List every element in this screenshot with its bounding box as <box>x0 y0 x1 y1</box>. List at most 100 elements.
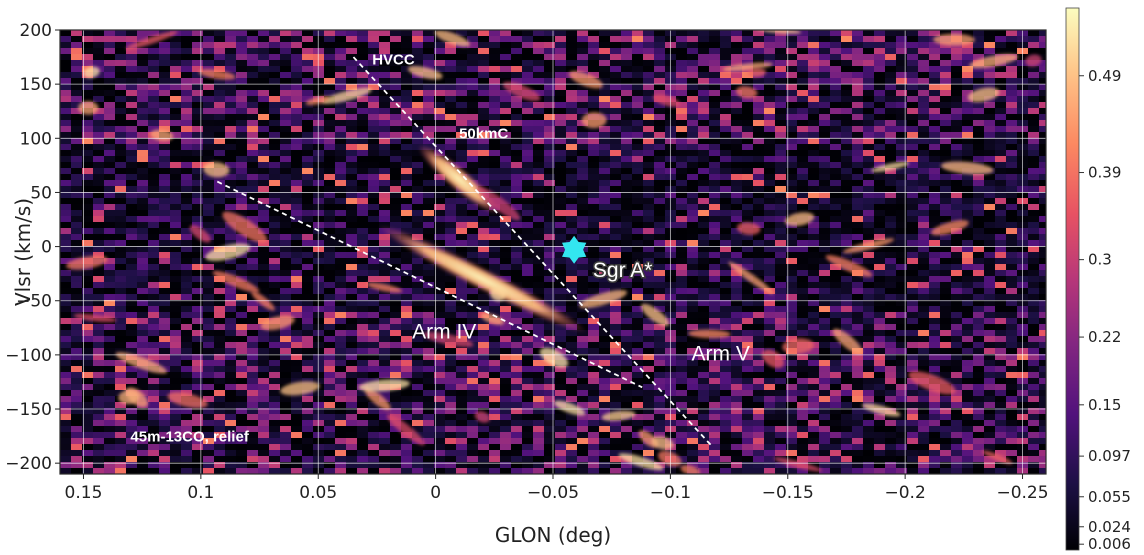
heatmap-cell <box>786 174 798 181</box>
heatmap-cell <box>918 132 930 139</box>
heatmap-cell <box>390 240 402 247</box>
heatmap-cell <box>885 192 897 199</box>
heatmap-cell <box>302 276 314 283</box>
heatmap-cell <box>533 102 545 109</box>
heatmap-cell <box>214 144 226 151</box>
heatmap-cell <box>940 132 952 139</box>
heatmap-cell <box>577 276 589 283</box>
heatmap-cell <box>291 306 303 313</box>
heatmap-cell <box>1017 204 1029 211</box>
heatmap-cell <box>599 240 611 247</box>
heatmap-cell <box>159 306 171 313</box>
heatmap-cell <box>709 150 721 157</box>
heatmap-cell <box>841 228 853 235</box>
heatmap-cell <box>104 30 116 37</box>
heatmap-cell <box>159 108 171 115</box>
heatmap-cell <box>335 306 347 313</box>
heatmap-cell <box>324 360 336 367</box>
heatmap-cell <box>775 264 787 271</box>
heatmap-cell <box>71 162 83 169</box>
heatmap-cell <box>1028 192 1040 199</box>
heatmap-cell <box>1039 294 1046 301</box>
heatmap-cell <box>302 204 314 211</box>
heatmap-cell <box>786 336 798 343</box>
heatmap-cell <box>632 246 644 253</box>
heatmap-cell <box>302 60 314 67</box>
heatmap-cell <box>335 330 347 337</box>
heatmap-cell <box>379 348 391 355</box>
heatmap-cell <box>192 114 204 121</box>
heatmap-cell <box>687 144 699 151</box>
heatmap-cell <box>423 138 435 145</box>
heatmap-cell <box>830 240 842 247</box>
heatmap-cell <box>610 36 622 43</box>
heatmap-cell <box>709 198 721 205</box>
heatmap-cell <box>764 210 776 217</box>
heatmap-cell <box>401 342 413 349</box>
heatmap-cell <box>896 168 908 175</box>
heatmap-cell <box>489 330 501 337</box>
heatmap-cell <box>181 150 193 157</box>
heatmap-cell <box>753 252 765 259</box>
heatmap-cell <box>181 168 193 175</box>
heatmap-cell <box>258 246 270 253</box>
heatmap-cell <box>786 60 798 67</box>
heatmap-cell <box>126 258 138 265</box>
heatmap-cell <box>709 102 721 109</box>
heatmap-cell <box>82 168 94 175</box>
heatmap-cell <box>555 174 567 181</box>
heatmap-cell <box>192 348 204 355</box>
heatmap-cell <box>643 108 655 115</box>
heatmap-cell <box>962 144 974 151</box>
heatmap-cell <box>335 150 347 157</box>
heatmap-cell <box>390 210 402 217</box>
heatmap-cell <box>379 66 391 73</box>
heatmap-cell <box>643 132 655 139</box>
heatmap-cell <box>368 48 380 55</box>
heatmap-cell <box>918 240 930 247</box>
heatmap-cell <box>236 336 248 343</box>
heatmap-cell <box>335 336 347 343</box>
heatmap-cell <box>687 246 699 253</box>
heatmap-cell <box>467 288 479 295</box>
heatmap-cell <box>654 132 666 139</box>
heatmap-cell <box>885 300 897 307</box>
heatmap-cell <box>852 234 864 241</box>
heatmap-cell <box>896 192 908 199</box>
heatmap-cell <box>984 234 996 241</box>
heatmap-cell <box>863 138 875 145</box>
heatmap-cell <box>797 324 809 331</box>
heatmap-cell <box>60 234 72 241</box>
heatmap-cell <box>907 216 919 223</box>
heatmap-cell <box>170 150 182 157</box>
heatmap-cell <box>379 162 391 169</box>
heatmap-cell <box>478 210 490 217</box>
heatmap-cell <box>830 108 842 115</box>
heatmap-cell <box>192 66 204 73</box>
heatmap-cell <box>1006 126 1018 133</box>
heatmap-cell <box>291 216 303 223</box>
heatmap-cell <box>368 72 380 79</box>
heatmap-cell <box>71 306 83 313</box>
heatmap-cell <box>599 228 611 235</box>
heatmap-cell <box>489 72 501 79</box>
heatmap-cell <box>390 354 402 361</box>
heatmap-cell <box>610 66 622 73</box>
heatmap-cell <box>456 300 468 307</box>
heatmap-cell <box>907 60 919 67</box>
heatmap-cell <box>368 222 380 229</box>
heatmap-cell <box>951 318 963 325</box>
heatmap-cell <box>764 312 776 319</box>
heatmap-cell <box>137 78 149 85</box>
heatmap-cell <box>610 282 622 289</box>
heatmap-cell <box>786 228 798 235</box>
heatmap-cell <box>302 168 314 175</box>
heatmap-cell <box>973 174 985 181</box>
heatmap-cell <box>500 216 512 223</box>
heatmap-cell <box>291 144 303 151</box>
heatmap-cell <box>181 204 193 211</box>
heatmap-cell <box>291 72 303 79</box>
heatmap-cell <box>951 48 963 55</box>
heatmap-cell <box>599 126 611 133</box>
heatmap-cell <box>907 132 919 139</box>
